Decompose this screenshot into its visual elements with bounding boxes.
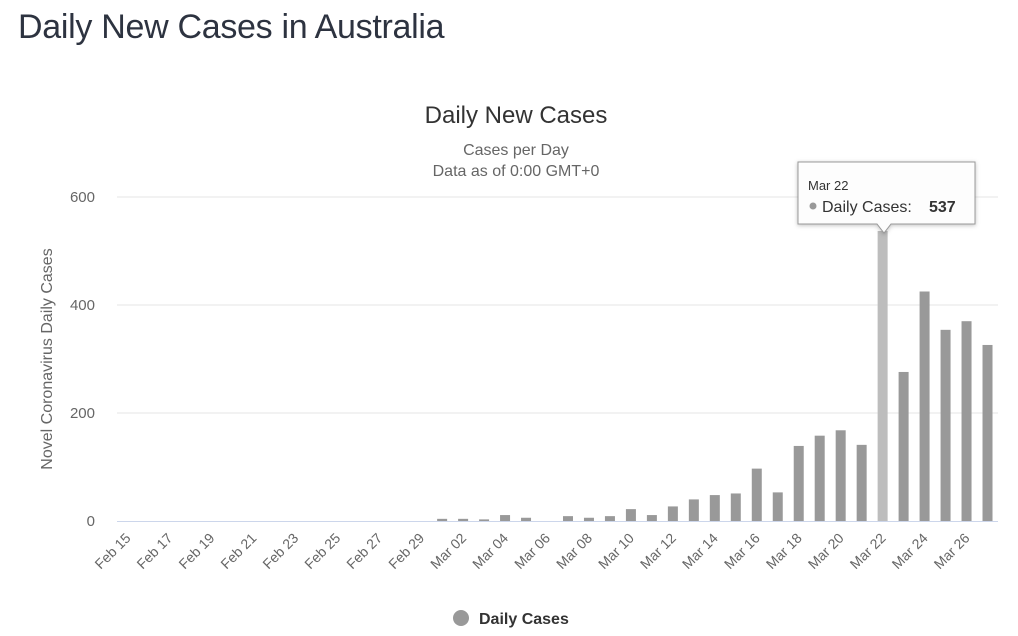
bar[interactable] (751, 468, 762, 521)
y-tick-label: 600 (70, 189, 95, 206)
x-tick-label: Feb 19 (175, 530, 217, 572)
grid-layer (117, 196, 998, 414)
bar[interactable] (919, 291, 930, 522)
page-title: Daily New Cases in Australia (18, 8, 445, 46)
bar[interactable] (437, 518, 448, 521)
bar[interactable] (772, 492, 783, 521)
tooltip-date: Mar 22 (808, 178, 848, 193)
bar[interactable] (940, 329, 951, 521)
bars-layer (437, 231, 993, 522)
x-tick-label: Feb 17 (133, 530, 175, 572)
x-tick-label: Feb 23 (259, 530, 301, 572)
bar[interactable] (500, 515, 511, 521)
x-tick-label: Mar 16 (721, 530, 763, 572)
chart-subtitle-2: Data as of 0:00 GMT+0 (433, 163, 600, 180)
x-tick-label: Mar 26 (931, 530, 973, 572)
x-tick-label: Mar 22 (847, 530, 889, 572)
bar[interactable] (625, 509, 636, 521)
x-tick-label: Feb 25 (301, 530, 343, 572)
bar[interactable] (667, 506, 678, 521)
bar[interactable] (835, 430, 846, 521)
x-tick-label: Mar 18 (763, 530, 805, 572)
tooltip-dot (809, 202, 817, 210)
x-tick-label: Mar 04 (469, 530, 511, 572)
x-tick-label: Feb 27 (343, 530, 385, 572)
bar[interactable] (793, 445, 804, 521)
x-tick-label: Feb 29 (385, 530, 427, 572)
bar[interactable] (898, 371, 909, 521)
x-tick-label: Mar 20 (805, 530, 847, 572)
bar[interactable] (961, 321, 972, 521)
x-tick-label: Mar 10 (595, 530, 637, 572)
bar[interactable] (688, 499, 699, 521)
bar[interactable] (814, 435, 825, 521)
legend[interactable]: Daily Cases (453, 610, 569, 628)
bar[interactable] (521, 517, 532, 521)
bar[interactable] (583, 517, 594, 521)
y-axis-label: Novel Coronavirus Daily Cases (39, 248, 56, 469)
tooltip: Mar 22 Daily Cases: 537 (797, 161, 976, 234)
x-tick-label: Mar 14 (679, 530, 721, 572)
bar[interactable] (982, 344, 993, 521)
bar[interactable] (604, 516, 615, 521)
x-tick-label: Feb 15 (91, 530, 133, 572)
x-tick-label: Mar 08 (553, 530, 595, 572)
bar[interactable] (730, 493, 741, 521)
bar[interactable] (562, 516, 573, 521)
bar[interactable] (479, 519, 490, 521)
bar[interactable] (856, 444, 867, 521)
legend-label: Daily Cases (479, 611, 569, 628)
tooltip-value: 537 (929, 199, 956, 216)
y-tick-label: 400 (70, 297, 95, 314)
tooltip-series-label: Daily Cases: (822, 199, 912, 216)
legend-marker (453, 610, 469, 626)
y-tick-label: 200 (70, 405, 95, 422)
x-tick-label: Mar 12 (637, 530, 679, 572)
bar[interactable] (709, 495, 720, 521)
x-tick-label: Mar 24 (889, 530, 931, 572)
tooltip-box (797, 161, 976, 234)
bar[interactable] (646, 515, 657, 521)
bar[interactable] (877, 231, 888, 521)
chart-title: Daily New Cases (425, 102, 608, 129)
x-tick-label: Mar 02 (427, 530, 469, 572)
x-tick-label: Feb 21 (217, 530, 259, 572)
x-tick-label: Mar 06 (511, 530, 553, 572)
bar[interactable] (458, 518, 469, 521)
y-tick-label: 0 (87, 513, 95, 530)
chart-subtitle-1: Cases per Day (463, 142, 569, 159)
